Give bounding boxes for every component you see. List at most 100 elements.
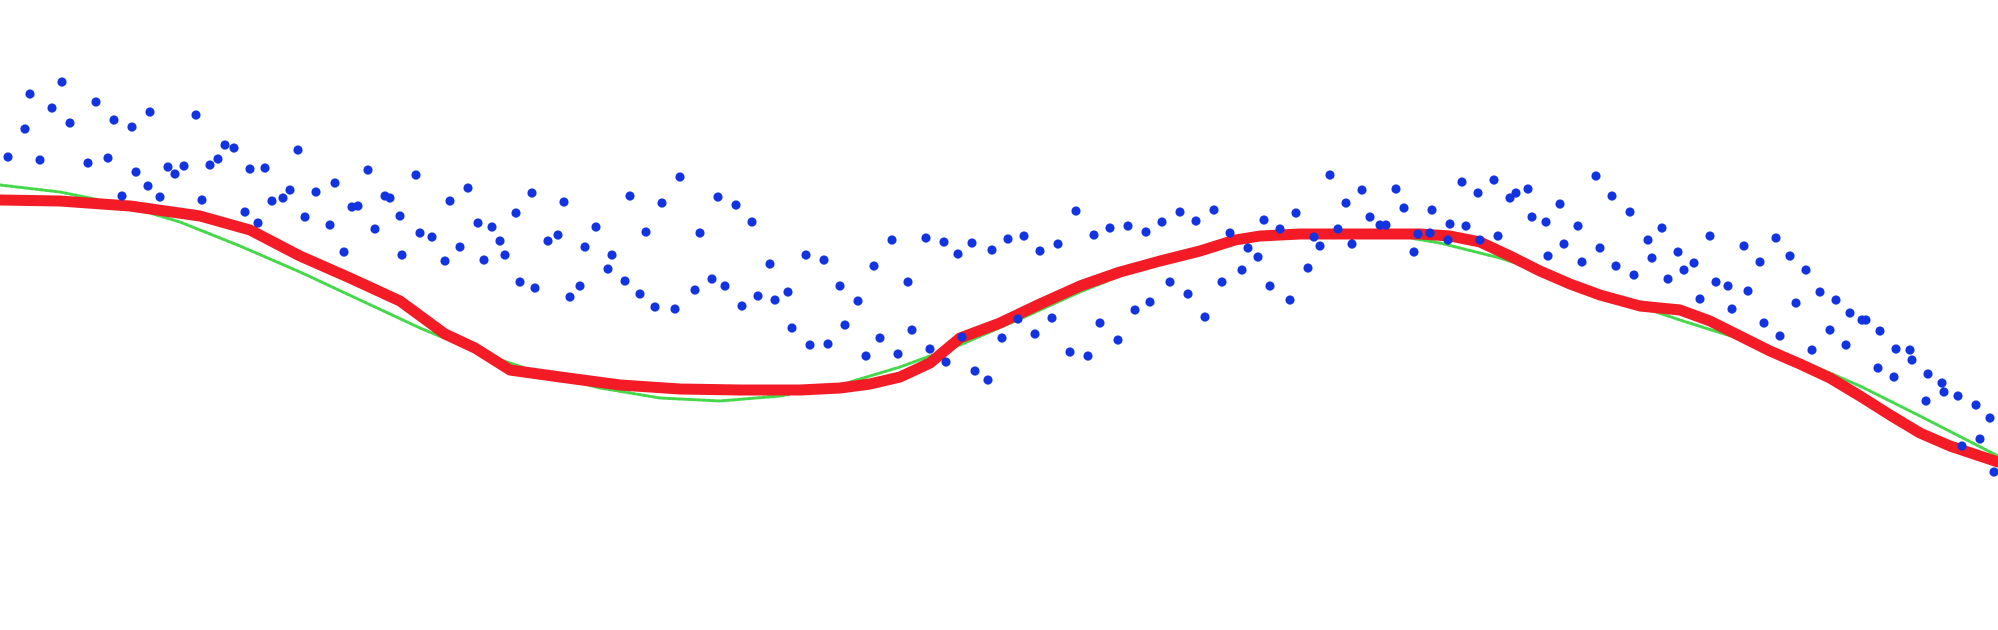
data-point xyxy=(47,103,57,113)
data-point xyxy=(1130,305,1140,315)
data-point xyxy=(559,197,569,207)
data-point xyxy=(805,340,815,350)
data-point xyxy=(1559,239,1569,249)
data-point xyxy=(1511,188,1521,198)
data-point xyxy=(25,89,35,99)
data-point xyxy=(1629,270,1639,280)
data-point xyxy=(620,276,630,286)
data-point xyxy=(1473,188,1483,198)
data-point xyxy=(20,124,30,134)
data-point xyxy=(240,207,250,217)
data-point xyxy=(1971,400,1981,410)
data-point xyxy=(1165,277,1175,287)
data-point xyxy=(650,302,660,312)
data-point xyxy=(1399,203,1409,213)
data-point xyxy=(1259,215,1269,225)
data-point xyxy=(245,164,255,174)
data-point xyxy=(1413,229,1423,239)
data-point xyxy=(1807,345,1817,355)
data-point xyxy=(339,247,349,257)
data-point xyxy=(1689,258,1699,268)
data-point xyxy=(500,250,510,260)
data-point xyxy=(1253,252,1263,262)
data-point xyxy=(1607,191,1617,201)
data-point xyxy=(145,107,155,117)
data-point xyxy=(1409,247,1419,257)
smooth-fit-line xyxy=(0,194,1998,468)
data-point xyxy=(267,196,277,206)
data-point xyxy=(1937,378,1947,388)
data-point xyxy=(1013,314,1023,324)
data-point xyxy=(1123,221,1133,231)
data-point xyxy=(1711,277,1721,287)
data-point xyxy=(553,230,563,240)
data-point xyxy=(921,233,931,243)
data-point xyxy=(1375,220,1385,230)
data-point xyxy=(747,217,757,227)
data-point xyxy=(1309,232,1319,242)
data-point xyxy=(1801,265,1811,275)
data-point xyxy=(1145,297,1155,307)
data-point xyxy=(1457,177,1467,187)
data-point xyxy=(397,250,407,260)
data-point xyxy=(670,304,680,314)
data-point xyxy=(57,77,67,87)
data-point xyxy=(1243,243,1253,253)
data-point xyxy=(887,235,897,245)
data-point xyxy=(380,191,390,201)
data-point xyxy=(1723,281,1733,291)
data-point xyxy=(1679,265,1689,275)
data-point xyxy=(91,97,101,107)
data-point xyxy=(487,222,497,232)
data-point xyxy=(787,323,797,333)
data-point xyxy=(1831,295,1841,305)
data-point xyxy=(363,165,373,175)
data-point xyxy=(1019,231,1029,241)
data-point xyxy=(253,218,263,228)
data-point xyxy=(970,366,980,376)
data-point xyxy=(179,161,189,171)
data-point xyxy=(565,292,575,302)
data-point xyxy=(707,274,717,284)
data-point xyxy=(1315,241,1325,251)
data-point xyxy=(591,222,601,232)
data-point xyxy=(65,118,75,128)
smooth-fit-layer xyxy=(0,194,1998,468)
data-point xyxy=(1743,286,1753,296)
data-point xyxy=(1657,223,1667,233)
data-point xyxy=(213,154,223,164)
data-point xyxy=(1341,198,1351,208)
data-point xyxy=(580,242,590,252)
data-point xyxy=(907,325,917,335)
data-point xyxy=(473,218,483,228)
data-point xyxy=(1907,355,1917,365)
data-point xyxy=(1175,207,1185,217)
data-point xyxy=(35,155,45,165)
data-point xyxy=(440,256,450,266)
data-point xyxy=(783,287,793,297)
data-point xyxy=(411,170,421,180)
data-point xyxy=(1845,308,1855,318)
data-point xyxy=(1739,241,1749,251)
data-point xyxy=(347,202,357,212)
data-point xyxy=(395,211,405,221)
data-point xyxy=(117,191,127,201)
data-point xyxy=(1035,246,1045,256)
data-point xyxy=(1957,441,1967,451)
data-point xyxy=(1493,231,1503,241)
data-point xyxy=(941,357,951,367)
data-point xyxy=(455,242,465,252)
data-point xyxy=(543,236,553,246)
data-point xyxy=(1695,294,1705,304)
data-point xyxy=(953,249,963,259)
data-point xyxy=(1445,219,1455,229)
data-point xyxy=(1357,185,1367,195)
data-point xyxy=(1975,434,1985,444)
data-point xyxy=(770,295,780,305)
data-point xyxy=(835,281,845,291)
data-point xyxy=(893,349,903,359)
data-point xyxy=(903,277,913,287)
data-point xyxy=(1141,227,1151,237)
data-point xyxy=(1003,234,1013,244)
